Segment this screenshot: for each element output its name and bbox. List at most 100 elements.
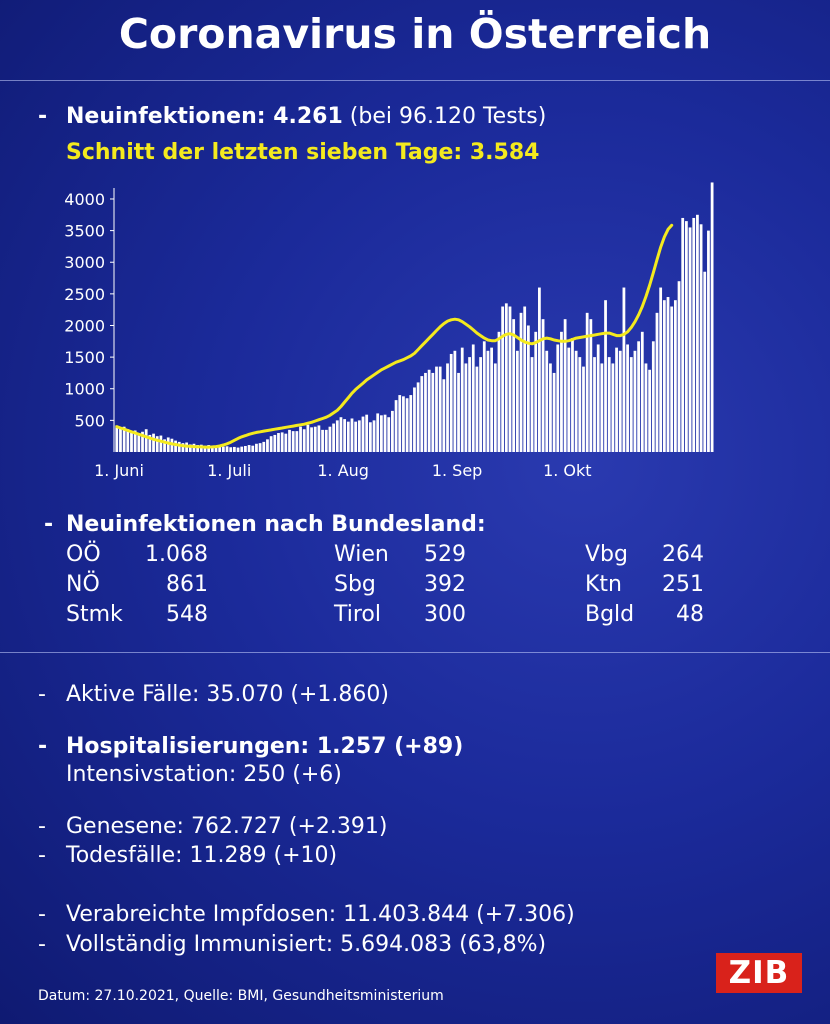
state-name-ooe: OÖ <box>66 542 101 567</box>
bar <box>637 341 641 452</box>
bar <box>449 353 453 452</box>
bar <box>357 420 361 452</box>
bar <box>394 400 398 452</box>
bar <box>232 446 236 452</box>
deaths: Todesfälle: 11.289 (+10) <box>66 843 338 868</box>
bar <box>405 398 409 452</box>
divider-middle <box>0 652 830 653</box>
bar <box>302 429 306 452</box>
bar <box>567 347 571 452</box>
bar <box>280 432 284 452</box>
state-name-wien: Wien <box>334 542 389 567</box>
bar <box>365 414 369 452</box>
state-value-ktn: 251 <box>662 572 704 597</box>
bar <box>552 372 556 452</box>
y-tick-label: 2500 <box>64 285 105 304</box>
state-name-noe: NÖ <box>66 572 100 597</box>
bar <box>218 446 222 452</box>
bullet-dash: - <box>38 843 46 868</box>
bar <box>530 357 534 452</box>
y-tick-label: 3000 <box>64 253 105 272</box>
bar <box>486 350 490 452</box>
bundesland-heading: Neuinfektionen nach Bundesland: <box>66 512 486 537</box>
state-name-tirol: Tirol <box>334 602 382 627</box>
bar <box>707 230 710 452</box>
intensive-care: Intensivstation: 250 (+6) <box>66 762 342 787</box>
state-name-sbg: Sbg <box>334 572 376 597</box>
bar <box>673 300 677 452</box>
bar <box>361 416 365 452</box>
bar <box>177 441 181 452</box>
state-value-bgld: 48 <box>676 602 704 627</box>
bar <box>137 433 141 452</box>
bar <box>629 357 633 452</box>
bar <box>387 417 391 452</box>
bar <box>468 357 471 452</box>
bar <box>115 425 119 452</box>
bar <box>310 427 313 452</box>
bar <box>328 426 332 452</box>
fully-immunized: Vollständig Immunisiert: 5.694.083 (63,8… <box>66 932 547 957</box>
bar <box>188 444 192 452</box>
infections-line: Neuinfektionen: 4.261 (bei 96.120 Tests) <box>66 104 546 129</box>
bullet-dash: - <box>44 512 54 537</box>
bar <box>681 217 685 452</box>
bar <box>622 287 626 452</box>
bar <box>659 287 663 452</box>
seven-day-average: Schnitt der letzten sieben Tage: 3.584 <box>66 140 540 165</box>
state-name-ktn: Ktn <box>585 572 622 597</box>
state-value-sbg: 392 <box>424 572 466 597</box>
bar <box>383 414 387 452</box>
bar <box>163 439 166 452</box>
bar <box>148 434 152 452</box>
infections-label: Neuinfektionen: 4.261 <box>66 104 343 129</box>
bar <box>538 287 541 452</box>
bar <box>626 344 629 452</box>
bar <box>585 312 589 452</box>
bar <box>696 214 699 452</box>
bar <box>457 372 460 452</box>
bar <box>210 445 214 452</box>
bar <box>482 341 486 452</box>
state-name-stmk: Stmk <box>66 602 123 627</box>
divider-top <box>0 80 830 81</box>
bar <box>593 357 596 452</box>
recovered: Genesene: 762.727 (+2.391) <box>66 814 388 839</box>
bar <box>343 419 347 452</box>
x-tick-label: 1. Okt <box>543 461 591 480</box>
bar <box>541 319 545 452</box>
x-tick-label: 1. Juli <box>207 461 251 480</box>
bar <box>258 443 262 452</box>
infections-chart: 500 1000 1500 2000 2500 3000 3500 4000 1. Juni 1.… <box>64 182 714 480</box>
state-value-wien: 529 <box>424 542 466 567</box>
bar <box>166 437 170 452</box>
bar <box>699 224 703 452</box>
y-tick-label: 4000 <box>64 190 105 209</box>
bar <box>651 341 655 452</box>
bar <box>291 431 295 452</box>
bar <box>339 417 343 452</box>
bar <box>662 300 666 452</box>
y-tick-label: 1000 <box>64 380 105 399</box>
bar <box>688 227 692 452</box>
bar <box>604 300 607 452</box>
bar <box>607 357 611 452</box>
bar <box>633 350 637 452</box>
bar <box>409 395 413 452</box>
bar <box>508 306 512 452</box>
state-value-ooe: 1.068 <box>145 542 208 567</box>
bar <box>526 325 530 452</box>
bar <box>464 363 468 452</box>
bar <box>251 445 255 452</box>
bar <box>368 422 372 452</box>
bar <box>354 421 358 452</box>
bar <box>247 445 251 452</box>
zib-logo: ZIB <box>716 953 802 993</box>
bar <box>596 344 600 452</box>
bar <box>141 431 144 452</box>
bar <box>578 357 582 452</box>
bar <box>460 347 464 452</box>
state-value-noe: 861 <box>166 572 208 597</box>
bar <box>273 434 277 452</box>
bar <box>295 431 299 452</box>
